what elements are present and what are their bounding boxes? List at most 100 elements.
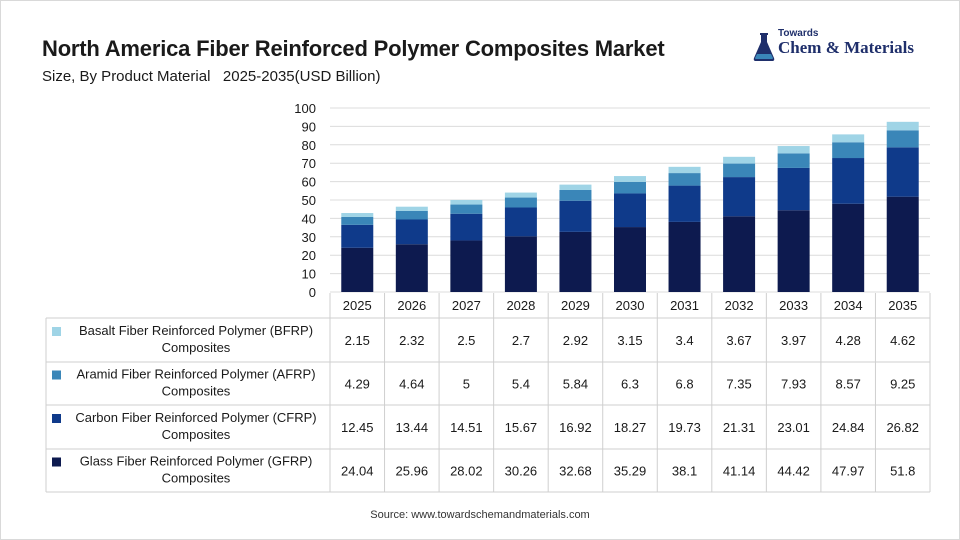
bar-segment bbox=[504, 197, 537, 208]
legend-swatch bbox=[52, 327, 61, 336]
bar-segment bbox=[886, 147, 919, 197]
data-value-label: 6.8 bbox=[676, 377, 694, 392]
bar-segment bbox=[723, 163, 756, 178]
bar-segment bbox=[395, 210, 428, 220]
bar-segment bbox=[341, 216, 374, 225]
brand-logo: Towards Chem & Materials bbox=[752, 28, 942, 68]
y-tick-label: 50 bbox=[302, 193, 316, 208]
legend-label: Composites bbox=[162, 427, 231, 442]
legend-label: Carbon Fiber Reinforced Polymer (CFRP) bbox=[75, 410, 316, 425]
data-value-label: 2.32 bbox=[399, 333, 424, 348]
chart-title: North America Fiber Reinforced Polymer C… bbox=[42, 36, 665, 61]
data-value-label: 3.97 bbox=[781, 333, 806, 348]
bar-segment bbox=[559, 231, 592, 292]
chart-subtitle: Size, By Product Material 2025-2035(USD … bbox=[42, 68, 381, 85]
data-value-label: 13.44 bbox=[396, 420, 429, 435]
data-value-label: 12.45 bbox=[341, 420, 374, 435]
bar-segment bbox=[614, 193, 646, 228]
data-value-label: 35.29 bbox=[614, 464, 647, 479]
bar-segment bbox=[668, 166, 701, 174]
x-tick-label: 2031 bbox=[670, 298, 699, 313]
data-value-label: 16.92 bbox=[559, 420, 592, 435]
flask-icon bbox=[753, 33, 775, 61]
bar-segment bbox=[614, 181, 646, 194]
bar-segment bbox=[832, 142, 865, 159]
data-value-label: 5.4 bbox=[512, 377, 530, 392]
bar-segment bbox=[777, 146, 810, 154]
data-value-label: 2.5 bbox=[457, 333, 475, 348]
y-tick-label: 30 bbox=[302, 230, 316, 245]
bar-segment bbox=[341, 247, 374, 292]
bar-segment bbox=[395, 219, 428, 245]
x-tick-label: 2034 bbox=[834, 298, 863, 313]
y-tick-label: 60 bbox=[302, 175, 316, 190]
bar-segment bbox=[450, 213, 483, 241]
data-value-label: 3.15 bbox=[617, 333, 642, 348]
legend-label: Basalt Fiber Reinforced Polymer (BFRP) bbox=[79, 323, 313, 338]
data-value-label: 4.29 bbox=[345, 377, 370, 392]
y-tick-label: 90 bbox=[302, 119, 316, 134]
legend-swatch bbox=[52, 414, 61, 423]
source-note: Source: www.towardschemandmaterials.com bbox=[370, 509, 590, 521]
y-tick-label: 80 bbox=[302, 138, 316, 153]
legend-label: Composites bbox=[162, 384, 231, 399]
data-value-label: 25.96 bbox=[396, 464, 429, 479]
y-tick-label: 0 bbox=[309, 285, 316, 300]
data-value-label: 24.84 bbox=[832, 420, 865, 435]
bar-segment bbox=[559, 200, 592, 232]
bar-segment bbox=[614, 227, 646, 292]
legend-label: Aramid Fiber Reinforced Polymer (AFRP) bbox=[76, 367, 315, 382]
data-value-label: 5.84 bbox=[563, 377, 588, 392]
logo-top-text: Towards bbox=[778, 28, 819, 39]
bar-segment bbox=[886, 121, 919, 131]
bar-segment bbox=[504, 207, 537, 237]
data-value-label: 32.68 bbox=[559, 464, 592, 479]
data-value-label: 8.57 bbox=[836, 377, 861, 392]
bar-segment bbox=[832, 158, 865, 204]
legend-swatch bbox=[52, 457, 61, 467]
bar-segment bbox=[777, 153, 810, 168]
bar-segment bbox=[559, 189, 592, 201]
bar-segment bbox=[723, 216, 756, 292]
bar-segment bbox=[395, 244, 428, 292]
y-tick-label: 10 bbox=[302, 267, 316, 282]
x-tick-label: 2035 bbox=[888, 298, 917, 313]
data-value-label: 2.15 bbox=[345, 333, 370, 348]
data-value-label: 5 bbox=[463, 377, 470, 392]
data-value-label: 24.04 bbox=[341, 464, 374, 479]
data-value-label: 15.67 bbox=[505, 420, 538, 435]
legend-label: Glass Fiber Reinforced Polymer (GFRP) bbox=[80, 454, 313, 469]
bar-segment bbox=[450, 240, 483, 292]
bar-segment bbox=[668, 173, 701, 186]
bar-segment bbox=[559, 184, 592, 190]
bar-segment bbox=[395, 206, 428, 211]
bar-segment bbox=[341, 213, 374, 217]
legend-label: Composites bbox=[162, 340, 231, 355]
data-value-label: 21.31 bbox=[723, 420, 756, 435]
data-value-label: 30.26 bbox=[505, 464, 538, 479]
bar-segment bbox=[886, 196, 919, 292]
data-value-label: 19.73 bbox=[668, 420, 701, 435]
data-value-label: 26.82 bbox=[886, 420, 919, 435]
bar-segment bbox=[886, 130, 919, 148]
y-tick-label: 20 bbox=[302, 248, 316, 263]
bar-segment bbox=[450, 199, 483, 205]
bar-segment bbox=[723, 156, 756, 164]
data-value-label: 44.42 bbox=[777, 464, 810, 479]
bar-segment bbox=[341, 224, 374, 248]
data-value-label: 28.02 bbox=[450, 464, 483, 479]
bar-segment bbox=[614, 176, 646, 182]
bar-segment bbox=[504, 236, 537, 292]
data-value-label: 51.8 bbox=[890, 464, 915, 479]
y-tick-label: 40 bbox=[302, 211, 316, 226]
data-value-label: 3.67 bbox=[726, 333, 751, 348]
data-value-label: 38.1 bbox=[672, 464, 697, 479]
x-tick-label: 2028 bbox=[506, 298, 535, 313]
data-value-label: 3.4 bbox=[676, 333, 694, 348]
x-tick-label: 2032 bbox=[725, 298, 754, 313]
x-tick-label: 2033 bbox=[779, 298, 808, 313]
data-value-label: 18.27 bbox=[614, 420, 647, 435]
data-value-label: 2.7 bbox=[512, 333, 530, 348]
data-value-label: 14.51 bbox=[450, 420, 483, 435]
